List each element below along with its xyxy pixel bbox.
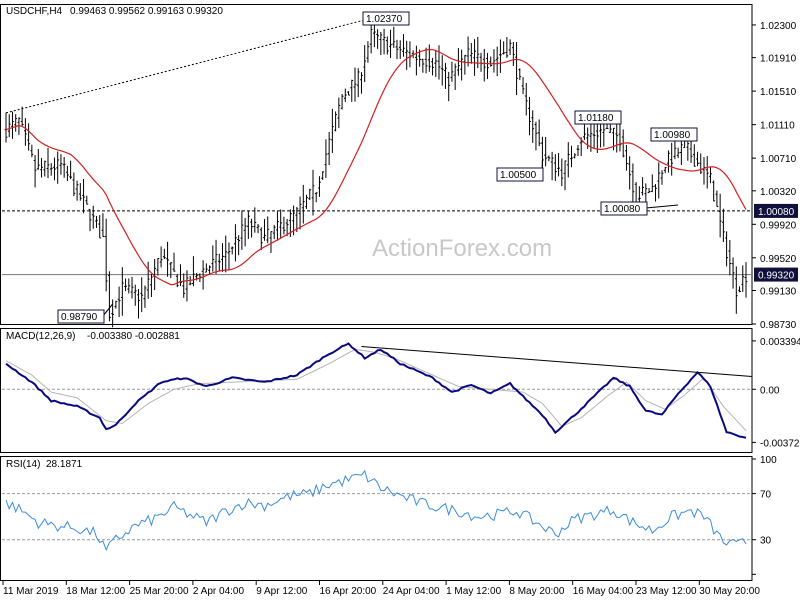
time-tick-label: 2 Apr 04:00 <box>193 586 245 597</box>
annotation-price-label: 1.01180 <box>578 113 614 124</box>
macd-panel <box>5 342 753 439</box>
price-tick-label: 1.00710 <box>760 154 797 165</box>
annotation-box <box>57 309 105 324</box>
price-tick-label: 1.01510 <box>760 87 797 98</box>
time-tick-label: 1 May 12:00 <box>446 586 501 597</box>
watermark: ActionForex.com <box>372 235 552 262</box>
time-tick-label: 30 May 20:00 <box>699 586 760 597</box>
annotation-box <box>650 127 698 142</box>
price-tick-label: 1.01110 <box>760 121 795 132</box>
macd-trendline <box>361 346 753 377</box>
price-tick-label: 1.00320 <box>760 187 797 198</box>
price-tick-label: 1.01910 <box>760 54 797 65</box>
time-tick-label: 18 Mar 12:00 <box>66 586 125 597</box>
annotation-box <box>600 201 648 216</box>
time-tick-label: 16 Apr 20:00 <box>320 586 377 597</box>
price-ohlc-readout: 0.99463 0.99562 0.99163 0.99320 <box>70 6 223 17</box>
price-panel: 0.98790 1.02370 1.00500 1.01180 1.00980 1.000… <box>4 11 748 328</box>
annotation-price-label: 1.00080 <box>604 204 641 215</box>
macd-line <box>5 342 747 439</box>
price-level-label: 0.99320 <box>758 271 795 282</box>
annotation-price-label: 1.00500 <box>500 170 537 181</box>
price-tick-label: 0.99920 <box>760 220 797 231</box>
macd-values-readout: -0.003380 -0.002881 <box>87 331 180 342</box>
time-tick-label: 11 Mar 2019 <box>3 586 59 597</box>
panel-border-2 <box>0 456 753 581</box>
rsi-tick-label: 70 <box>760 490 772 501</box>
rsi-panel-title: RSI(14) <box>6 459 40 470</box>
time-tick-label: 8 May 20:00 <box>509 586 564 597</box>
price-panel-title: USDCHF,H4 <box>6 6 63 17</box>
price-level-label: 1.00080 <box>758 207 795 218</box>
time-tick-label: 25 Mar 20:00 <box>130 586 189 597</box>
annotation-box <box>496 167 544 182</box>
time-tick-label: 23 May 12:00 <box>636 586 697 597</box>
rsi-tick-label: 30 <box>760 536 772 547</box>
annotation-pointer <box>102 303 114 317</box>
macd-tick-label: 0.003394 <box>760 337 800 348</box>
annotation-pointer <box>645 204 679 209</box>
macd-tick-label: 0.00 <box>760 385 780 396</box>
time-tick-label: 16 May 04:00 <box>573 586 634 597</box>
rsi-tick-label: 100 <box>760 455 777 466</box>
annotation-price-label: 1.02370 <box>366 14 403 25</box>
rsi-value-readout: 28.1871 <box>46 459 83 470</box>
annotation-box <box>362 11 410 26</box>
macd-signal-line <box>5 348 747 431</box>
panel-border-0 <box>0 4 753 325</box>
macd-panel-title: MACD(12,26,9) <box>6 331 75 342</box>
panel-border-1 <box>0 328 753 453</box>
price-tick-label: 1.02300 <box>760 21 797 32</box>
rsi-panel <box>5 469 747 552</box>
macd-tick-label: -0.003727 <box>760 438 800 449</box>
price-tick-label: 0.99130 <box>760 286 797 297</box>
rsi-line <box>5 469 747 552</box>
price-trendline <box>5 18 369 114</box>
price-tick-label: 0.98730 <box>760 320 797 331</box>
time-tick-label: 9 Apr 12:00 <box>256 586 308 597</box>
panel-borders <box>0 4 753 581</box>
annotation-price-label: 1.00980 <box>654 130 691 141</box>
annotation-box <box>574 110 622 125</box>
price-level-label-bg <box>754 203 798 218</box>
price-tick-label: 0.99520 <box>760 254 797 265</box>
annotation-price-label: 0.98790 <box>61 312 98 323</box>
axes: 1.02300 1.01910 1.01510 1.01110 1.00710 1.003… <box>2 21 800 597</box>
time-tick-label: 24 Apr 04:00 <box>383 586 440 597</box>
price-level-label-bg <box>754 267 798 282</box>
moving-average-line <box>5 48 747 286</box>
